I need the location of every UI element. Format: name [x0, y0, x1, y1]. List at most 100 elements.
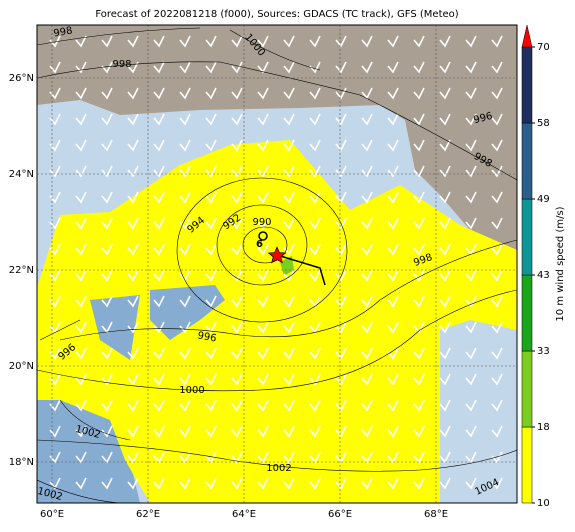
wind-barb — [465, 295, 477, 308]
wind-barb — [309, 113, 321, 126]
wind-barb — [465, 269, 477, 282]
tc-symbol — [258, 231, 268, 241]
wind-barb — [361, 425, 373, 438]
wind-barb — [309, 399, 321, 412]
wind-barb — [101, 425, 113, 438]
wind-barb — [361, 139, 373, 152]
wind-barb — [127, 191, 139, 204]
wind-barb — [413, 399, 425, 412]
wind-barb — [75, 295, 87, 308]
wind-barb — [153, 139, 165, 152]
wind-barb — [491, 399, 503, 412]
wind-barb — [231, 321, 243, 334]
wind-barb — [101, 191, 113, 204]
wind-barb — [387, 373, 399, 386]
wind-barb — [153, 269, 165, 282]
wind-barb — [361, 165, 373, 178]
wind-barb — [75, 477, 87, 490]
contour-label: 996 — [197, 330, 218, 344]
wind-barb — [335, 191, 347, 204]
wind-barb — [49, 425, 61, 438]
wind-barb — [231, 113, 243, 126]
wind-barb — [439, 477, 451, 490]
wind-barb — [127, 321, 139, 334]
wind-barb — [231, 139, 243, 152]
wind-barb — [491, 347, 503, 360]
wind-barb — [127, 425, 139, 438]
wind-barb — [439, 295, 451, 308]
wind-barb — [309, 321, 321, 334]
wind-barb — [387, 217, 399, 230]
wind-barb — [231, 347, 243, 360]
wind-barb — [361, 113, 373, 126]
wind-barb — [335, 399, 347, 412]
wind-barb — [439, 243, 451, 256]
wind-barb — [205, 243, 217, 256]
wind-barb — [153, 191, 165, 204]
wind-barb — [75, 425, 87, 438]
wind-barb — [75, 61, 87, 74]
wind-barb — [283, 87, 295, 100]
colorbar-tick-label: 33 — [537, 346, 550, 357]
colorbar-tick-label: 70 — [537, 42, 550, 53]
wind-barb — [309, 35, 321, 48]
wind-barb — [49, 61, 61, 74]
wind-barb — [75, 139, 87, 152]
wind-barb — [179, 295, 191, 308]
wind-barb — [257, 35, 269, 48]
sea-deep — [150, 285, 225, 340]
wind-barb — [231, 35, 243, 48]
wind-barb — [335, 477, 347, 490]
wind-barb — [335, 269, 347, 282]
wind-barb — [465, 321, 477, 334]
wind-barb — [465, 477, 477, 490]
wind-barb — [387, 35, 399, 48]
wind-barb — [491, 113, 503, 126]
wind-barb — [101, 243, 113, 256]
wind-barb — [465, 347, 477, 360]
wind-barb — [387, 139, 399, 152]
wind-barb — [283, 321, 295, 334]
wind-barb — [439, 321, 451, 334]
wind-barb — [283, 113, 295, 126]
wind-barb — [153, 347, 165, 360]
wind-barb — [49, 243, 61, 256]
wind-barb — [101, 217, 113, 230]
wind-barb — [465, 191, 477, 204]
tc-symbol: 6 — [256, 239, 263, 250]
wind-barb — [361, 295, 373, 308]
colorbar-tick-label: 49 — [537, 194, 550, 205]
lat-label: 26°N — [9, 73, 34, 84]
wind-barb — [179, 191, 191, 204]
wind-barb — [309, 477, 321, 490]
wind-barb — [231, 243, 243, 256]
map-frame — [36, 24, 518, 504]
wind-barb — [413, 165, 425, 178]
wind-yellow — [37, 140, 517, 503]
wind-barb — [75, 347, 87, 360]
lon-label: 60°E — [40, 509, 64, 520]
colorbar-segment — [521, 122, 533, 200]
wind-barb — [49, 321, 61, 334]
wind-barb — [283, 165, 295, 178]
wind-barb — [101, 35, 113, 48]
wind-barb — [127, 165, 139, 178]
wind-barb — [75, 217, 87, 230]
wind-barb — [75, 373, 87, 386]
wind-barb — [153, 243, 165, 256]
wind-barb — [413, 217, 425, 230]
wind-barb — [257, 477, 269, 490]
wind-barb — [413, 269, 425, 282]
wind-barb — [49, 217, 61, 230]
wind-barb — [439, 35, 451, 48]
wind-barb — [205, 165, 217, 178]
wind-barb — [101, 399, 113, 412]
wind-barb — [361, 399, 373, 412]
wind-barb — [465, 217, 477, 230]
wind-barb — [205, 217, 217, 230]
wind-barb — [127, 113, 139, 126]
wind-barb — [179, 425, 191, 438]
wind-barb — [309, 243, 321, 256]
wind-barb — [387, 191, 399, 204]
wind-barb — [205, 477, 217, 490]
